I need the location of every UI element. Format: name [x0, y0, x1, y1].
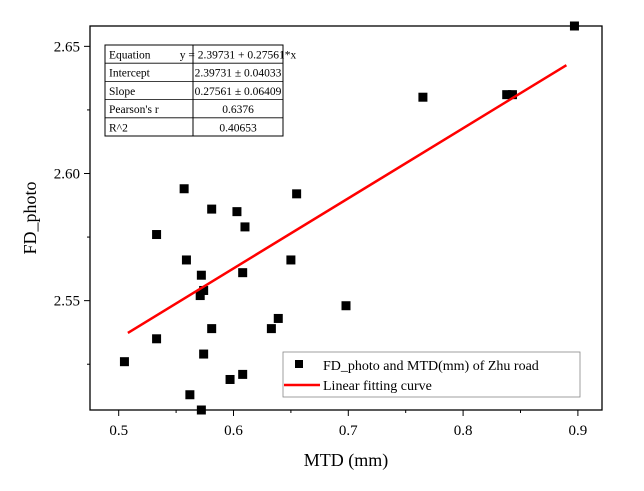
data-point [418, 92, 428, 102]
data-point [232, 207, 242, 217]
y-tick-label: 2.55 [54, 294, 80, 310]
data-point [181, 255, 191, 265]
data-point [292, 189, 302, 199]
table-row-label: Intercept [109, 68, 151, 80]
data-point [199, 285, 209, 295]
y-axis-label: FD_photo [20, 181, 40, 254]
x-axis-label: MTD (mm) [304, 450, 389, 471]
data-point [266, 324, 276, 334]
data-point [179, 184, 189, 194]
legend: FD_photo and MTD(mm) of Zhu road Linear … [282, 351, 581, 398]
fit-line [127, 64, 568, 334]
data-point [341, 301, 351, 311]
data-point [238, 369, 248, 379]
legend-label-line: Linear fitting curve [323, 379, 432, 394]
data-point [152, 334, 162, 344]
y-tick-label: 2.60 [54, 166, 80, 182]
data-point [199, 349, 209, 359]
data-point [195, 291, 205, 301]
fit-statistics-table: Equation y = 2.39731 + 0.27561*x Intercept… [104, 44, 297, 137]
data-point [286, 255, 296, 265]
x-tick-label: 0.9 [569, 423, 588, 439]
table-row-value: 0.27561 ± 0.06409 [195, 86, 282, 98]
legend-marker-scatter [295, 360, 303, 368]
data-point [207, 204, 217, 214]
table-row-label: Equation [109, 50, 151, 62]
table-row-value: 2.39731 ± 0.04033 [195, 68, 282, 80]
data-point [507, 90, 517, 100]
data-point [196, 270, 206, 280]
x-tick-label: 0.8 [454, 423, 473, 439]
x-tick-label: 0.6 [224, 423, 243, 439]
data-point [119, 357, 129, 367]
table-row-value: 0.40653 [219, 122, 257, 134]
data-point [152, 230, 162, 240]
data-point [185, 390, 195, 400]
data-point [273, 313, 283, 323]
data-point [225, 374, 235, 384]
table-row-label: R^2 [109, 122, 128, 134]
table-row-label: Slope [109, 86, 135, 98]
table-row-label: Pearson's r [109, 104, 159, 116]
x-tick-label: 0.7 [339, 423, 358, 439]
table-row-value: 0.6376 [222, 104, 254, 116]
legend-label-scatter: FD_photo and MTD(mm) of Zhu road [323, 359, 539, 374]
plot-frame [89, 25, 603, 411]
data-point [238, 268, 248, 278]
table-row-value: y = 2.39731 + 0.27561*x [180, 50, 297, 62]
data-point [502, 90, 512, 100]
data-point [240, 222, 250, 232]
x-tick-label: 0.5 [109, 423, 128, 439]
data-point [207, 324, 217, 334]
y-tick-label: 2.65 [54, 39, 80, 55]
